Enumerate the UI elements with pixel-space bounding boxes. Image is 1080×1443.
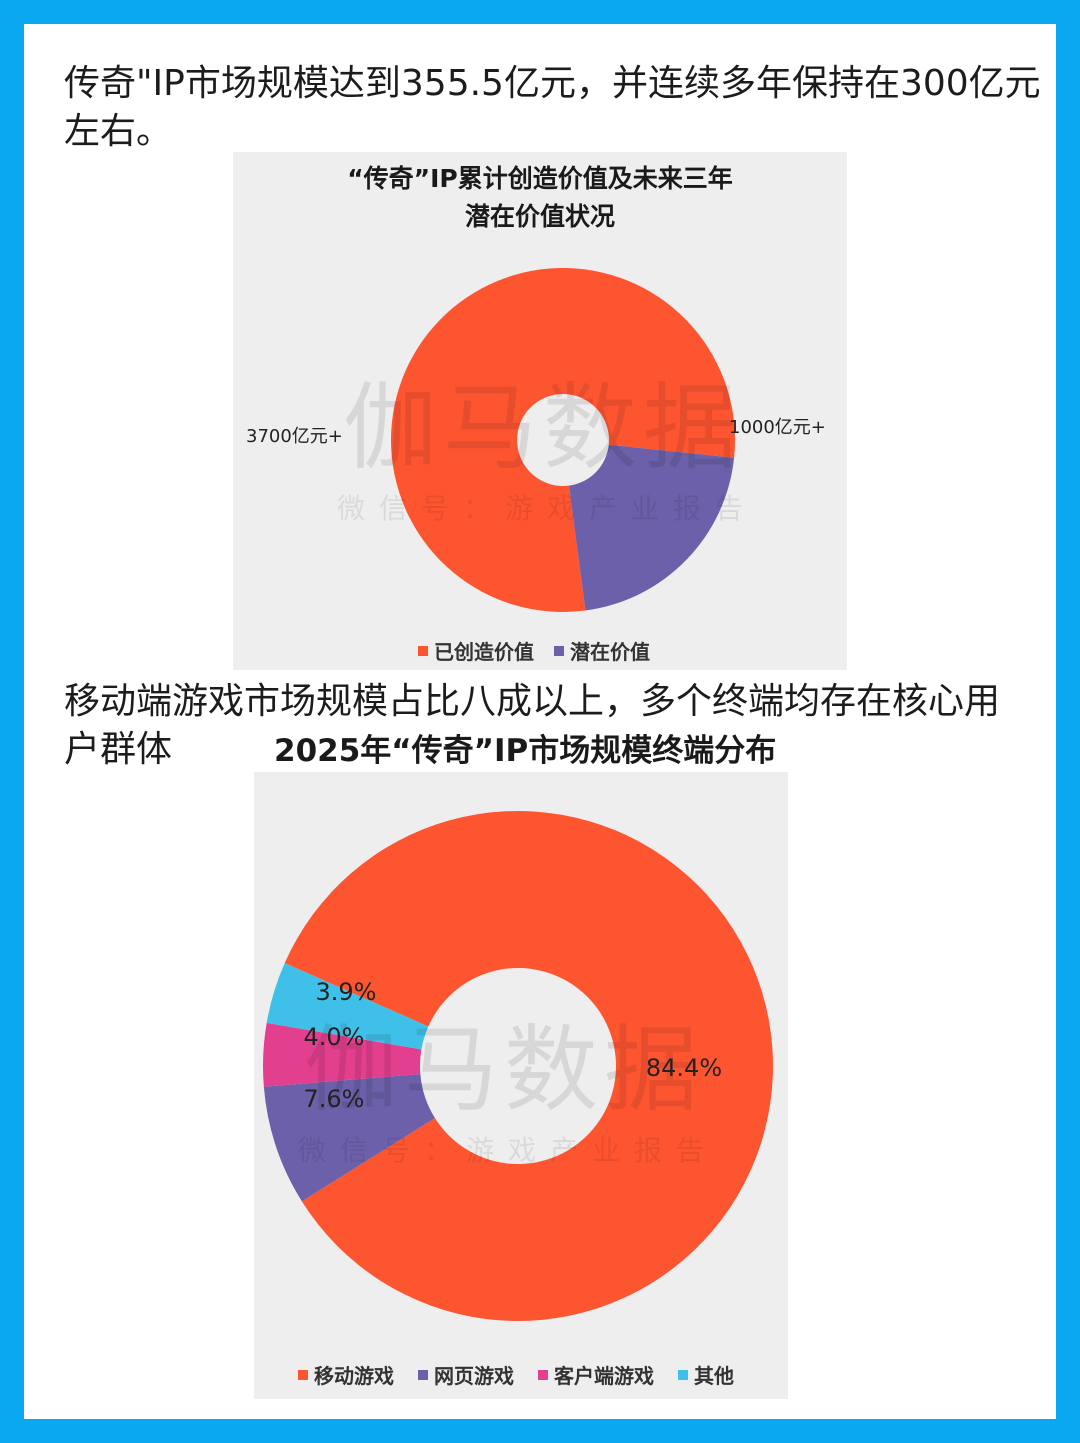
data-label-terminal-3: 3.9%	[316, 978, 377, 1006]
chart-title-line-1: “传奇”IP累计创造价值及未来三年	[347, 164, 733, 193]
watermark-main: 伽马数据	[304, 1016, 704, 1125]
legend-label: 移动游戏	[314, 1364, 394, 1388]
legend-swatch	[678, 1369, 688, 1380]
heading-market-size: 传奇"IP市场规模达到355.5亿元，并连续多年保持在300亿元左右。	[64, 63, 1041, 152]
data-label-terminal-1: 7.6%	[304, 1085, 365, 1113]
slice-value-1	[569, 444, 735, 611]
watermark-sub: 微信号：游戏产业报告	[298, 1134, 718, 1167]
content-card: 传奇"IP市场规模达到355.5亿元，并连续多年保持在300亿元左右。 “传奇”…	[24, 24, 1056, 1419]
donut-slices	[263, 811, 773, 1321]
legend-swatch	[538, 1369, 548, 1380]
legend-swatch	[554, 645, 564, 656]
slice-terminal-0	[284, 811, 773, 1321]
legend-label: 潜在价值	[570, 640, 650, 664]
legend-swatch	[418, 645, 428, 656]
legend-terminal: 移动游戏 网页游戏 客户端游戏 其他	[298, 1360, 734, 1389]
legend-item-terminal-3: 其他	[678, 1360, 734, 1389]
slice-terminal-3	[266, 963, 429, 1050]
data-label-terminal-0: 84.4%	[646, 1054, 722, 1082]
watermark-main: 伽马数据	[343, 374, 743, 483]
legend-label: 客户端游戏	[554, 1364, 654, 1388]
slice-terminal-1	[263, 1073, 435, 1202]
chart-title-background	[254, 726, 794, 776]
chart-title-value: “传奇”IP累计创造价值及未来三年 潜在价值状况	[233, 160, 847, 236]
legend-value: 已创造价值 潜在价值	[418, 636, 650, 665]
chart-title-line-2: 潜在价值状况	[464, 202, 615, 231]
legend-item-terminal-1: 网页游戏	[418, 1360, 514, 1389]
legend-item-terminal-2: 客户端游戏	[538, 1360, 654, 1389]
heading-terminal-share: 移动端游戏市场规模占比八成以上，多个终端均存在核心用户群体	[64, 681, 1001, 770]
legend-item-terminal-0: 移动游戏	[298, 1360, 394, 1389]
legend-swatch	[418, 1369, 428, 1380]
legend-label: 其他	[694, 1364, 734, 1388]
watermark-sub: 微信号：游戏产业报告	[337, 492, 757, 525]
legend-item-value-1: 潜在价值	[554, 636, 650, 665]
legend-label: 已创造价值	[434, 640, 534, 664]
slice-value-0	[391, 267, 735, 612]
slice-terminal-2	[263, 1022, 422, 1087]
donut-slices	[391, 267, 735, 612]
data-label-value-1: 1000亿元+	[729, 417, 826, 438]
chart-title-terminal: 2025年“传奇”IP市场规模终端分布	[274, 733, 777, 769]
legend-item-value-0: 已创造价值	[418, 636, 534, 665]
chart-panel-value: “传奇”IP累计创造价值及未来三年 潜在价值状况 伽马数据微信号：游戏产业报告 3…	[233, 152, 847, 670]
chart-panel-terminal: 伽马数据微信号：游戏产业报告 84.4% 7.6% 4.0% 3.9% 移动游戏 网页游戏…	[254, 772, 788, 1399]
data-label-value-0: 3700亿元+	[246, 426, 343, 447]
legend-label: 网页游戏	[434, 1364, 514, 1388]
data-label-terminal-2: 4.0%	[304, 1023, 365, 1051]
legend-swatch	[298, 1369, 308, 1380]
